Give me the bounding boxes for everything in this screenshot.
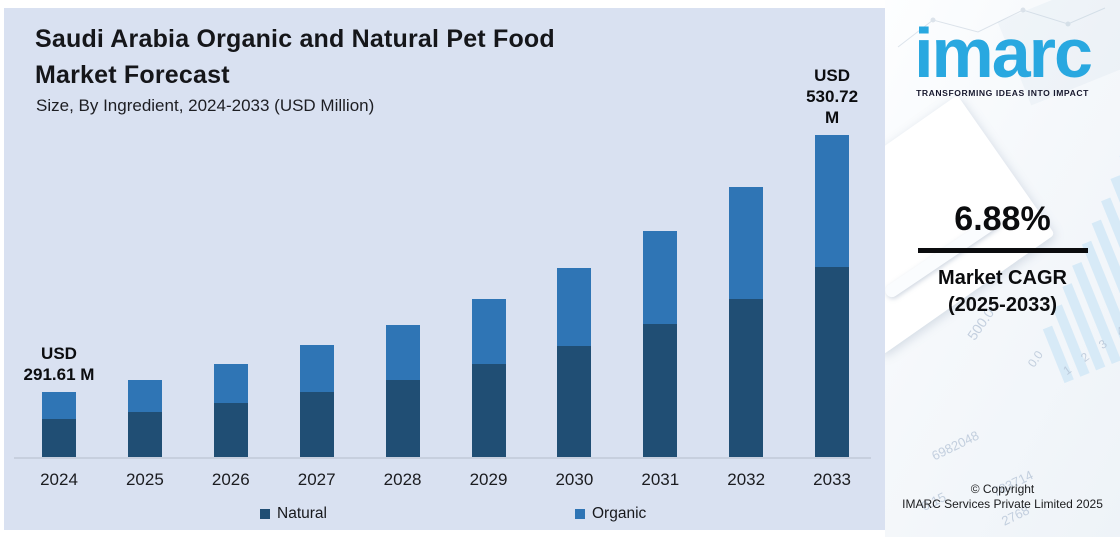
imarc-tagline: TRANSFORMING IDEAS INTO IMPACT <box>916 88 1089 98</box>
x-axis-label-2032: 2032 <box>727 470 766 489</box>
cagr-block: 6.88% Market CAGR (2025-2033) <box>885 200 1120 319</box>
bar-segment-organic <box>815 135 850 267</box>
x-axis-label-2033: 2033 <box>813 470 852 489</box>
legend-label: Organic <box>592 505 647 522</box>
imarc-logo-text: imarc <box>914 14 1093 92</box>
bar-segment-organic <box>42 392 76 419</box>
bar-segment-natural <box>42 419 76 458</box>
decor-number: 6982048 <box>929 427 982 464</box>
bar-segment-natural <box>213 403 248 458</box>
legend-item-natural: Natural <box>260 505 327 523</box>
value-label-2024: USD 291.61 M <box>23 344 95 384</box>
bar-2027 <box>299 345 334 458</box>
legend-swatch-natural <box>260 509 270 519</box>
page-title: Saudi Arabia Organic and Natural Pet Foo… <box>35 21 735 93</box>
decor-number: 1 2 3 4 <box>1060 320 1120 378</box>
legend-label: Natural <box>277 505 327 522</box>
bar-2031 <box>643 231 678 458</box>
bar-2024 <box>42 392 76 458</box>
legend-item-organic: Organic <box>575 505 646 523</box>
x-axis-label-2025: 2025 <box>125 470 164 489</box>
bar-segment-organic <box>213 364 248 403</box>
decor-number: 0.0 <box>1024 348 1046 370</box>
x-axis-label-2027: 2027 <box>297 470 336 489</box>
bar-segment-natural <box>815 267 850 458</box>
brand-panel: 500.0 0.0 1 2 3 4 6982048 783714 0.15 2768 ima… <box>885 0 1120 537</box>
bar-segment-organic <box>299 345 334 392</box>
x-axis-label-2028: 2028 <box>383 470 422 489</box>
imarc-logo: imarc TRANSFORMING IDEAS INTO IMPACT <box>885 14 1120 98</box>
bar-segment-organic <box>643 231 678 324</box>
bar-segment-organic <box>729 187 764 299</box>
bar-segment-natural <box>127 412 162 458</box>
bar-segment-natural <box>299 392 334 458</box>
bar-segment-natural <box>643 324 678 458</box>
bar-segment-natural <box>385 380 420 458</box>
cagr-divider <box>917 248 1088 253</box>
title-line-1: Saudi Arabia Organic and Natural Pet Foo… <box>35 25 555 53</box>
bar-2033 <box>815 135 850 458</box>
x-axis-label-2024: 2024 <box>40 470 78 489</box>
bar-segment-natural <box>557 346 592 458</box>
cagr-value: 6.88% <box>954 200 1051 238</box>
chart-panel: Saudi Arabia Organic and Natural Pet Foo… <box>4 8 885 530</box>
bar-2030 <box>557 268 592 458</box>
bar-segment-organic <box>557 268 592 346</box>
title-line-2: Market Forecast <box>35 61 230 89</box>
bar-2026 <box>213 364 248 458</box>
bar-segment-organic <box>385 325 420 380</box>
x-axis-label-2030: 2030 <box>555 470 594 489</box>
bar-2028 <box>385 325 420 458</box>
x-axis-label-2029: 2029 <box>469 470 508 489</box>
value-label-2033: USD 530.72 M <box>806 66 859 127</box>
copyright: © Copyright IMARC Services Private Limit… <box>885 482 1120 512</box>
x-axis-label-2026: 2026 <box>211 470 250 489</box>
x-axis-label-2031: 2031 <box>641 470 680 489</box>
bar-2032 <box>729 187 764 458</box>
cagr-label: Market CAGR <box>938 267 1067 289</box>
bar-segment-natural <box>729 299 764 458</box>
copyright-line-1: © Copyright <box>970 482 1035 496</box>
bar-2029 <box>471 299 506 458</box>
bar-segment-organic <box>127 380 162 412</box>
bar-segment-organic <box>471 299 506 364</box>
bar-segment-natural <box>471 364 506 458</box>
copyright-line-2: IMARC Services Private Limited 2025 <box>902 497 1103 511</box>
bar-2025 <box>127 380 162 458</box>
legend-swatch-organic <box>575 509 585 519</box>
page-subtitle: Size, By Ingredient, 2024-2033 (USD Mill… <box>36 96 375 115</box>
cagr-period: (2025-2033) <box>948 294 1057 316</box>
x-axis-line <box>14 457 871 459</box>
